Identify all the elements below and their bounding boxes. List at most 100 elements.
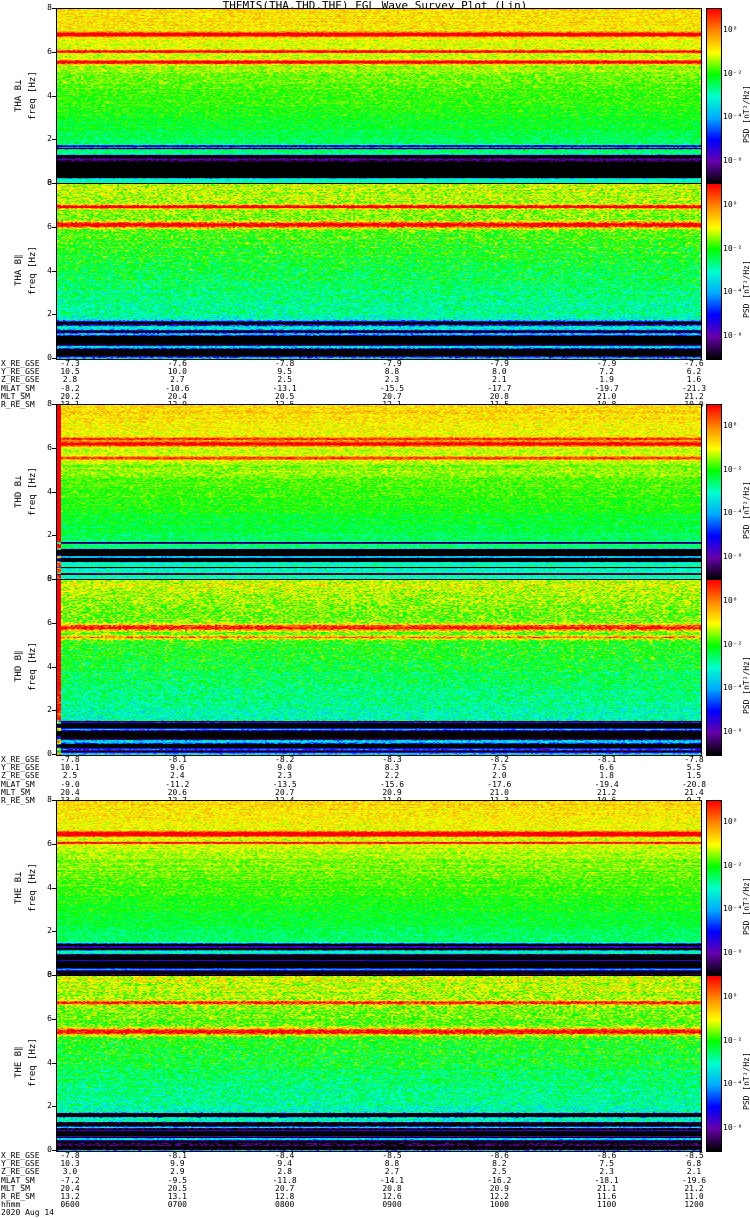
annotation-value: 20.4 xyxy=(60,787,80,797)
annotation-date-row: 2020 Aug 14 xyxy=(0,1209,750,1217)
colorbar-tick-label: 10⁻² xyxy=(723,68,743,78)
annotation-value: 2.2 xyxy=(384,771,400,781)
annotation-row-label: MLAT_SM xyxy=(1,779,35,789)
spectrogram-image xyxy=(57,580,701,755)
y-tick-mark xyxy=(52,1150,56,1151)
y-tick-label: 8 xyxy=(47,574,52,583)
y-tick-mark xyxy=(52,579,56,580)
colorbar-thd-bll xyxy=(706,579,722,756)
y-tick-mark xyxy=(52,535,56,536)
annotation-value: 0800 xyxy=(275,1200,295,1210)
annotation-value: 11.6 xyxy=(597,1191,617,1201)
y-tick-label: 8 xyxy=(47,970,52,979)
annotation-value: -20.8 xyxy=(681,779,707,789)
spectrogram-image xyxy=(57,184,701,359)
annotation-value: 20.2 xyxy=(60,391,80,401)
y-tick-mark xyxy=(52,623,56,624)
colorbar-gradient xyxy=(707,184,721,359)
y-tick-label: 2 xyxy=(47,530,52,540)
y-tick-mark xyxy=(52,492,56,493)
annotation-row-label: MLT_SM xyxy=(1,1183,30,1193)
colorbar-tick-label: 10⁻⁶ xyxy=(723,948,743,958)
y-tick-mark xyxy=(52,96,56,97)
y-tick-label: 6 xyxy=(47,46,52,56)
spectrogram-panel-the-bl[interactable] xyxy=(56,800,702,977)
colorbar-tha-bll xyxy=(706,183,722,360)
annotation-value: 7.5 xyxy=(492,763,507,773)
y-tick-label: 6 xyxy=(47,442,52,452)
y-tick-label: 6 xyxy=(47,221,52,231)
y-tick-label: 8 xyxy=(47,178,52,187)
spectrogram-panel-the-bl[interactable] xyxy=(56,975,702,1152)
colorbar-gradient xyxy=(707,405,721,580)
y-tick-label: 6 xyxy=(47,1013,52,1023)
spectrogram-panel-tha-bl[interactable] xyxy=(56,8,702,185)
annotation-value: 8.3 xyxy=(384,763,400,773)
probe-group-thd: THD B⊥ freq [Hz] 8 6 4 2 0 10⁰ 10⁻² 10⁻⁴ 10⁻⁶ PSD [… xyxy=(0,400,750,814)
colorbar-title: PSD [nT²/Hz] xyxy=(742,1052,750,1110)
annotation-value: 12.2 xyxy=(489,1191,509,1201)
y-tick-label: 4 xyxy=(47,90,52,100)
annotation-value: 20.7 xyxy=(382,391,402,401)
annotation-value: -7.8 xyxy=(60,755,80,764)
probe-group-the: THE B⊥ freq [Hz] 8 6 4 2 0 10⁰ 10⁻² 10⁻⁴ 10⁻⁶ PSD [… xyxy=(0,796,750,1218)
colorbar-tick-label: 10⁻⁶ xyxy=(723,552,743,562)
annotation-value: 20.8 xyxy=(382,1183,402,1193)
y-axis-title-thd-bl: THD B⊥ xyxy=(14,424,24,559)
annotation-value: 1200 xyxy=(684,1200,704,1210)
colorbar-the-bl xyxy=(706,800,722,977)
annotation-value: 10.5 xyxy=(60,367,80,377)
annotation-row: MLAT_SM -9.0 -11.2 -13.5 -15.6 -17.6 -19.4 -20.… xyxy=(0,779,750,789)
y-tick-label: 4 xyxy=(47,882,52,892)
annotation-value: 9.6 xyxy=(170,763,185,773)
annotation-value: 2.1 xyxy=(686,1167,702,1177)
colorbar-tick-label: 10⁻⁶ xyxy=(723,156,743,166)
annotation-value: 1.6 xyxy=(686,375,702,385)
y-tick-mark xyxy=(52,358,56,359)
annotation-value: -15.5 xyxy=(379,383,405,393)
annotation-value: 21.4 xyxy=(684,787,704,797)
colorbar-gradient xyxy=(707,801,721,976)
annotation-value: 20.6 xyxy=(167,787,187,797)
annotation-value: -19.7 xyxy=(594,383,619,393)
spectrogram-panel-thd-bll[interactable] xyxy=(56,579,702,756)
annotation-value: 10.1 xyxy=(60,763,80,773)
y-tick-mark xyxy=(52,183,56,184)
annotation-value: 1000 xyxy=(489,1200,509,1210)
annotation-value: 6.6 xyxy=(599,763,614,773)
annotation-value: -16.2 xyxy=(487,1175,512,1185)
y-axis-panel-label: THA B⊥ xyxy=(14,79,24,112)
annotation-value: -11.2 xyxy=(165,779,190,789)
y-axis-title-tha-bl: THA B⊥ xyxy=(14,28,24,163)
annotation-value: -8.1 xyxy=(167,755,187,764)
annotation-value: 20.4 xyxy=(60,1183,80,1193)
colorbar-tick-label: 10⁰ xyxy=(723,816,738,826)
annotation-row-label: Y_RE_GSE xyxy=(1,1159,40,1169)
y-tick-mark xyxy=(52,1019,56,1020)
annotation-value: 2.9 xyxy=(170,1167,185,1177)
annotation-value: -7.8 xyxy=(60,1151,80,1160)
annotation-value: 0700 xyxy=(167,1200,187,1210)
spectrogram-panel-thd-bl[interactable] xyxy=(56,404,702,581)
colorbar-tick-label: 10⁻⁴ xyxy=(723,287,743,297)
y-tick-label: 6 xyxy=(47,617,52,627)
annotation-value: 2.7 xyxy=(384,1167,400,1177)
colorbar-tick-label: 10⁻⁴ xyxy=(723,1079,743,1089)
y-tick-mark xyxy=(52,139,56,140)
annotation-value: -8.5 xyxy=(382,1151,402,1160)
colorbar-tick-label: 10⁻² xyxy=(723,243,743,253)
annotation-value: 2.8 xyxy=(62,375,78,385)
y-tick-label: 2 xyxy=(47,1101,52,1111)
annotation-row: hhmm 0600 0700 0800 0900 1000 1100 1200 xyxy=(0,1200,750,1210)
annotation-value: 2.5 xyxy=(277,375,292,385)
annotation-value: -7.3 xyxy=(60,359,80,368)
annotation-value: 12.6 xyxy=(382,1191,402,1201)
y-tick-mark xyxy=(52,448,56,449)
colorbar-tick-label: 10⁰ xyxy=(723,595,738,605)
spectrogram-panel-tha-bll[interactable] xyxy=(56,183,702,360)
annotation-value: -7.9 xyxy=(382,359,402,368)
annotation-value: -7.8 xyxy=(275,359,295,368)
y-tick-label: 0 xyxy=(47,574,52,583)
annotation-value: -14.1 xyxy=(379,1175,405,1185)
